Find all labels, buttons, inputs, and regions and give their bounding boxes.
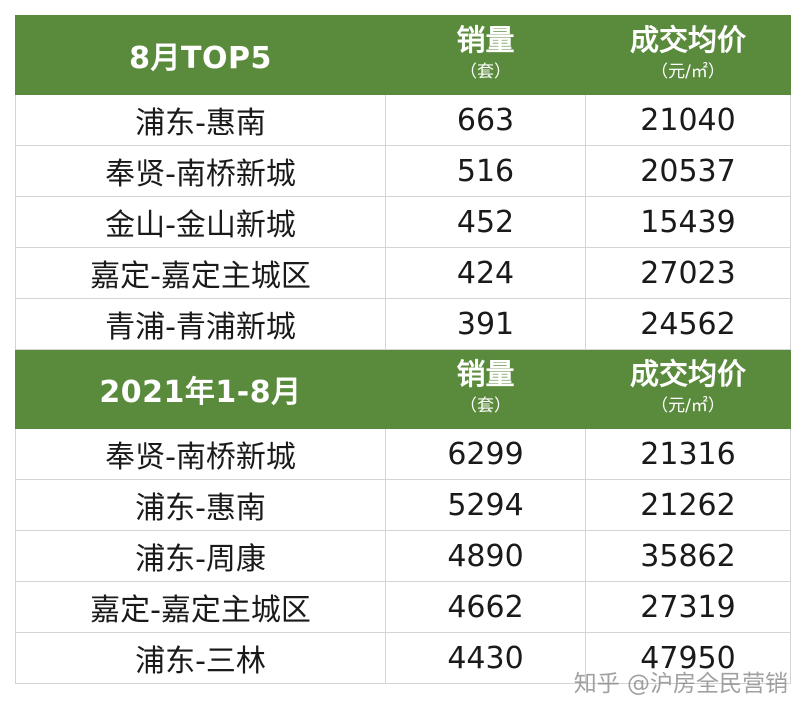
sales-cell: 5294 <box>385 479 586 531</box>
region-cell: 浦东-惠南 <box>15 94 386 146</box>
table-row: 浦东-三林 4430 47950 <box>15 632 791 684</box>
sales-cell: 516 <box>385 145 586 197</box>
region-cell: 奉贤-南桥新城 <box>15 428 386 480</box>
price-cell: 27023 <box>585 247 791 299</box>
region-cell: 浦东-惠南 <box>15 479 386 531</box>
region-cell: 奉贤-南桥新城 <box>15 145 386 197</box>
sales-ranking-table: 8月TOP5 销量 （套） 成交均价 （元/㎡） 浦东-惠南 663 21040… <box>15 15 791 684</box>
sales-cell: 452 <box>385 196 586 248</box>
section2-sales-header: 销量 <box>456 357 515 391</box>
table-row: 金山-金山新城 452 15439 <box>15 196 791 248</box>
price-cell: 47950 <box>585 632 791 684</box>
region-cell: 青浦-青浦新城 <box>15 298 386 350</box>
table-row: 奉贤-南桥新城 516 20537 <box>15 145 791 197</box>
price-cell: 24562 <box>585 298 791 350</box>
section1-price-header: 成交均价 <box>629 23 746 57</box>
section1-header-row: 8月TOP5 销量 （套） 成交均价 （元/㎡） <box>15 15 791 95</box>
region-cell: 金山-金山新城 <box>15 196 386 248</box>
table-row: 浦东-惠南 663 21040 <box>15 94 791 146</box>
section1-title: 8月TOP5 <box>15 15 386 95</box>
price-cell: 15439 <box>585 196 791 248</box>
region-cell: 浦东-三林 <box>15 632 386 684</box>
table-row: 浦东-周康 4890 35862 <box>15 530 791 582</box>
price-cell: 21316 <box>585 428 791 480</box>
price-cell: 21262 <box>585 479 791 531</box>
region-cell: 浦东-周康 <box>15 530 386 582</box>
table-row: 浦东-惠南 5294 21262 <box>15 479 791 531</box>
section1-sales-header-cell: 销量 （套） <box>385 15 586 95</box>
price-cell: 35862 <box>585 530 791 582</box>
section2-header-row: 2021年1-8月 销量 （套） 成交均价 （元/㎡） <box>15 349 791 429</box>
sales-cell: 6299 <box>385 428 586 480</box>
section2-price-header-cell: 成交均价 （元/㎡） <box>585 349 791 429</box>
sales-cell: 663 <box>385 94 586 146</box>
region-cell: 嘉定-嘉定主城区 <box>15 581 386 633</box>
price-cell: 21040 <box>585 94 791 146</box>
sales-cell: 4890 <box>385 530 586 582</box>
table-row: 嘉定-嘉定主城区 424 27023 <box>15 247 791 299</box>
table-row: 青浦-青浦新城 391 24562 <box>15 298 791 350</box>
section1-price-header-cell: 成交均价 （元/㎡） <box>585 15 791 95</box>
sales-cell: 391 <box>385 298 586 350</box>
region-cell: 嘉定-嘉定主城区 <box>15 247 386 299</box>
price-cell: 27319 <box>585 581 791 633</box>
table-row: 奉贤-南桥新城 6299 21316 <box>15 428 791 480</box>
section2-sales-header-cell: 销量 （套） <box>385 349 586 429</box>
section1-price-unit: （元/㎡） <box>651 62 725 82</box>
section2-title: 2021年1-8月 <box>15 349 386 429</box>
section2-price-unit: （元/㎡） <box>651 396 725 416</box>
section2-price-header: 成交均价 <box>629 357 746 391</box>
price-cell: 20537 <box>585 145 791 197</box>
section1-sales-header: 销量 <box>456 23 515 57</box>
sales-cell: 424 <box>385 247 586 299</box>
sales-cell: 4430 <box>385 632 586 684</box>
sales-cell: 4662 <box>385 581 586 633</box>
section1-sales-unit: （套） <box>460 62 511 82</box>
section2-sales-unit: （套） <box>460 396 511 416</box>
table-row: 嘉定-嘉定主城区 4662 27319 <box>15 581 791 633</box>
